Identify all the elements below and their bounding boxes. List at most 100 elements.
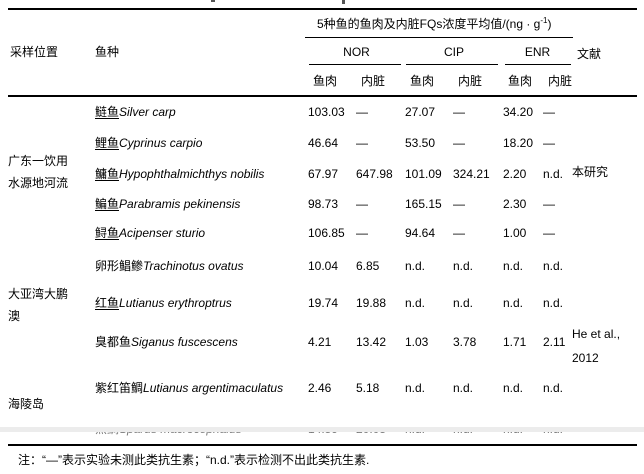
species-cell: 鲢鱼Silver carp [95,97,308,128]
cropped-caption-fragment [342,0,345,4]
value-nor-meat: 106.85 [308,225,345,240]
species-cell: 鳊鱼Parabramis pekinensis [95,190,308,219]
value-cip-meat: 101.09 [405,167,442,181]
value-enr-meat: 1.71 [503,335,527,349]
value-enr-viscera: n.d. [543,167,564,181]
subheader-nor-meat: 鱼肉 [313,74,338,88]
table-row: 海陵岛 紫红笛鲷Lutianus argentimaculatus 2.46 5… [8,363,637,414]
species-name-cn: 鳙鱼 [95,167,120,181]
species-name-latin: Siganus fuscescens [131,335,238,349]
value-cip-meat: 165.15 [405,197,442,211]
value-nor-viscera: — [356,105,368,119]
value-cip-meat: n.d. [405,258,426,273]
group-title-rule [305,37,573,38]
value-nor-viscera: — [356,225,368,240]
group-title: 5种鱼的鱼肉及内脏FQs浓度平均值/(ng · g-1) [317,15,551,32]
species-cell: 臭都鱼Siganus fuscescens [95,322,308,363]
value-nor-viscera: — [356,136,368,150]
value-cip-viscera: — [453,197,465,211]
value-cip-meat: 94.64 [405,225,436,240]
species-cell: 鳙鱼Hypophthalmichthys nobilis [95,159,308,190]
value-nor-meat: 4.21 [308,335,332,349]
location-cell: 大亚湾大鹏澳 [8,247,95,363]
species-name-cn: 臭都鱼 [95,335,132,349]
column-group-enr: ENR [524,45,551,59]
value-enr-meat: 2.30 [503,197,527,211]
table-row: 鳊鱼Parabramis pekinensis 98.73 — 165.15 —… [8,190,637,219]
cip-rule [406,64,498,65]
value-cip-viscera: — [453,225,465,240]
row-clip-mask [0,414,644,427]
value-nor-viscera: 5.18 [356,381,380,395]
value-nor-meat: 98.73 [308,197,339,211]
species-name-latin: Trachinotus ovatus [143,258,244,273]
value-nor-meat: 19.74 [308,296,339,310]
value-enr-meat: n.d. [503,296,524,310]
value-cip-viscera: n.d. [453,381,474,395]
value-enr-meat: 34.20 [503,105,534,119]
table-row: 广东一饮用水源地河流 鲢鱼Silver carp 103.03 — 27.07 … [8,97,637,190]
value-nor-viscera: 13.42 [356,335,387,349]
species-cell: 红鱼Lutianus erythroptrus [95,285,308,322]
value-nor-meat: 46.64 [308,136,339,150]
table-footnote: 注：“—”表示实验未测此类抗生素；“n.d.”表示检测不出此类抗生素. [18,453,370,467]
value-enr-meat: n.d. [503,258,524,273]
species-name-cn: 鲤鱼 [95,136,120,150]
value-enr-viscera: — [543,225,555,240]
subheader-cip-meat: 鱼肉 [410,74,435,88]
species-name-latin: Parabramis pekinensis [119,197,241,211]
value-cip-viscera: 324.21 [453,167,490,181]
group-title-superscript: -1 [540,16,548,25]
reference-cell: 本研究 [572,97,637,247]
value-enr-viscera: n.d. [543,258,564,273]
value-enr-meat: 18.20 [503,136,534,150]
nor-rule [309,64,401,65]
group-title-text: 5种鱼的鱼肉及内脏FQs浓度平均值/(ng · g [317,17,541,31]
species-name-cn: 红鱼 [95,296,120,310]
species-cell: 鲤鱼Cyprinus carpio [95,128,308,159]
table-row: 红鱼Lutianus erythroptrus 19.74 19.88 n.d.… [8,285,637,322]
species-cell: 鲟鱼Acipenser sturio [95,219,308,247]
table-bottom-rule [8,444,637,446]
species-name-latin: Hypophthalmichthys nobilis [119,167,265,181]
value-cip-meat: 27.07 [405,105,436,119]
location-label: 广东一饮用水源地河流 [8,154,69,190]
value-enr-viscera: — [543,197,555,211]
value-cip-viscera: n.d. [453,296,474,310]
column-header-reference: 文献 [577,47,602,61]
value-enr-meat: 2.20 [503,167,527,181]
value-enr-viscera: — [543,136,555,150]
value-cip-viscera: n.d. [453,258,474,273]
value-nor-viscera: 6.85 [356,258,380,273]
value-cip-meat: n.d. [405,296,426,310]
location-cell: 广东一饮用水源地河流 [8,97,95,247]
value-nor-viscera: 19.88 [356,296,387,310]
value-enr-viscera: — [543,105,555,119]
reference-label: He et al., 2012 [572,326,621,365]
row-clip-gray-band [0,427,644,432]
species-name-latin: Silver carp [119,105,176,119]
cropped-caption-fragment [211,0,215,2]
enr-rule [505,64,571,65]
value-cip-viscera: 3.78 [453,335,477,349]
species-name-latin: Acipenser sturio [119,225,206,240]
value-cip-meat: 53.50 [405,136,436,150]
subheader-nor-viscera: 内脏 [361,74,386,88]
table-row: 鳙鱼Hypophthalmichthys nobilis 67.97 647.9… [8,159,637,190]
table-row: 鲤鱼Cyprinus carpio 46.64 — 53.50 — 18.20 … [8,128,637,159]
subheader-enr-viscera: 内脏 [548,74,573,88]
column-header-species: 鱼种 [95,45,120,59]
value-cip-meat: 1.03 [405,335,429,349]
value-nor-meat: 2.46 [308,381,332,395]
value-cip-meat: n.d. [405,381,426,395]
species-name-cn: 鲢鱼 [95,105,120,119]
column-group-cip: CIP [443,45,464,59]
value-cip-viscera: — [453,105,465,119]
value-nor-viscera: 647.98 [356,167,393,181]
location-cell: 海陵岛 [8,363,95,444]
subheader-enr-meat: 鱼肉 [508,74,533,88]
value-nor-viscera: — [356,197,368,211]
column-group-nor: NOR [343,45,370,59]
table-top-rule [8,8,637,10]
